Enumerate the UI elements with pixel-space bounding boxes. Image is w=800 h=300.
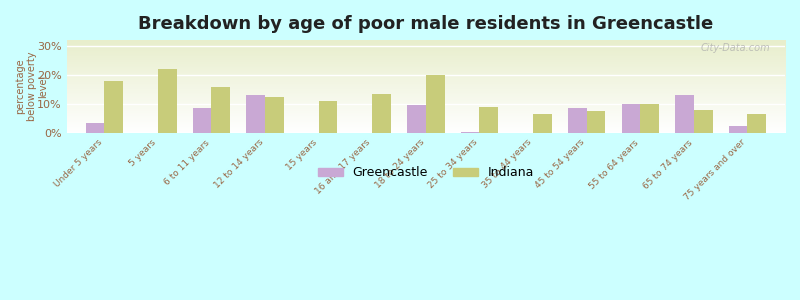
Bar: [318, 101, 338, 133]
Bar: [694, 110, 713, 133]
Bar: [568, 108, 586, 133]
Bar: [86, 123, 104, 133]
Bar: [747, 114, 766, 133]
Bar: [533, 114, 552, 133]
Bar: [479, 107, 498, 133]
Bar: [640, 104, 659, 133]
Bar: [461, 132, 479, 133]
Bar: [104, 81, 123, 133]
Bar: [158, 69, 177, 133]
Bar: [372, 94, 391, 133]
Bar: [265, 97, 284, 133]
Bar: [407, 105, 426, 133]
Y-axis label: percentage
below poverty
level: percentage below poverty level: [15, 52, 48, 121]
Bar: [586, 111, 606, 133]
Bar: [211, 87, 230, 133]
Bar: [246, 95, 265, 133]
Bar: [426, 75, 445, 133]
Bar: [622, 104, 640, 133]
Title: Breakdown by age of poor male residents in Greencastle: Breakdown by age of poor male residents …: [138, 15, 714, 33]
Bar: [193, 108, 211, 133]
Text: City-Data.com: City-Data.com: [701, 43, 770, 53]
Bar: [675, 95, 694, 133]
Legend: Greencastle, Indiana: Greencastle, Indiana: [313, 161, 539, 184]
Bar: [729, 126, 747, 133]
